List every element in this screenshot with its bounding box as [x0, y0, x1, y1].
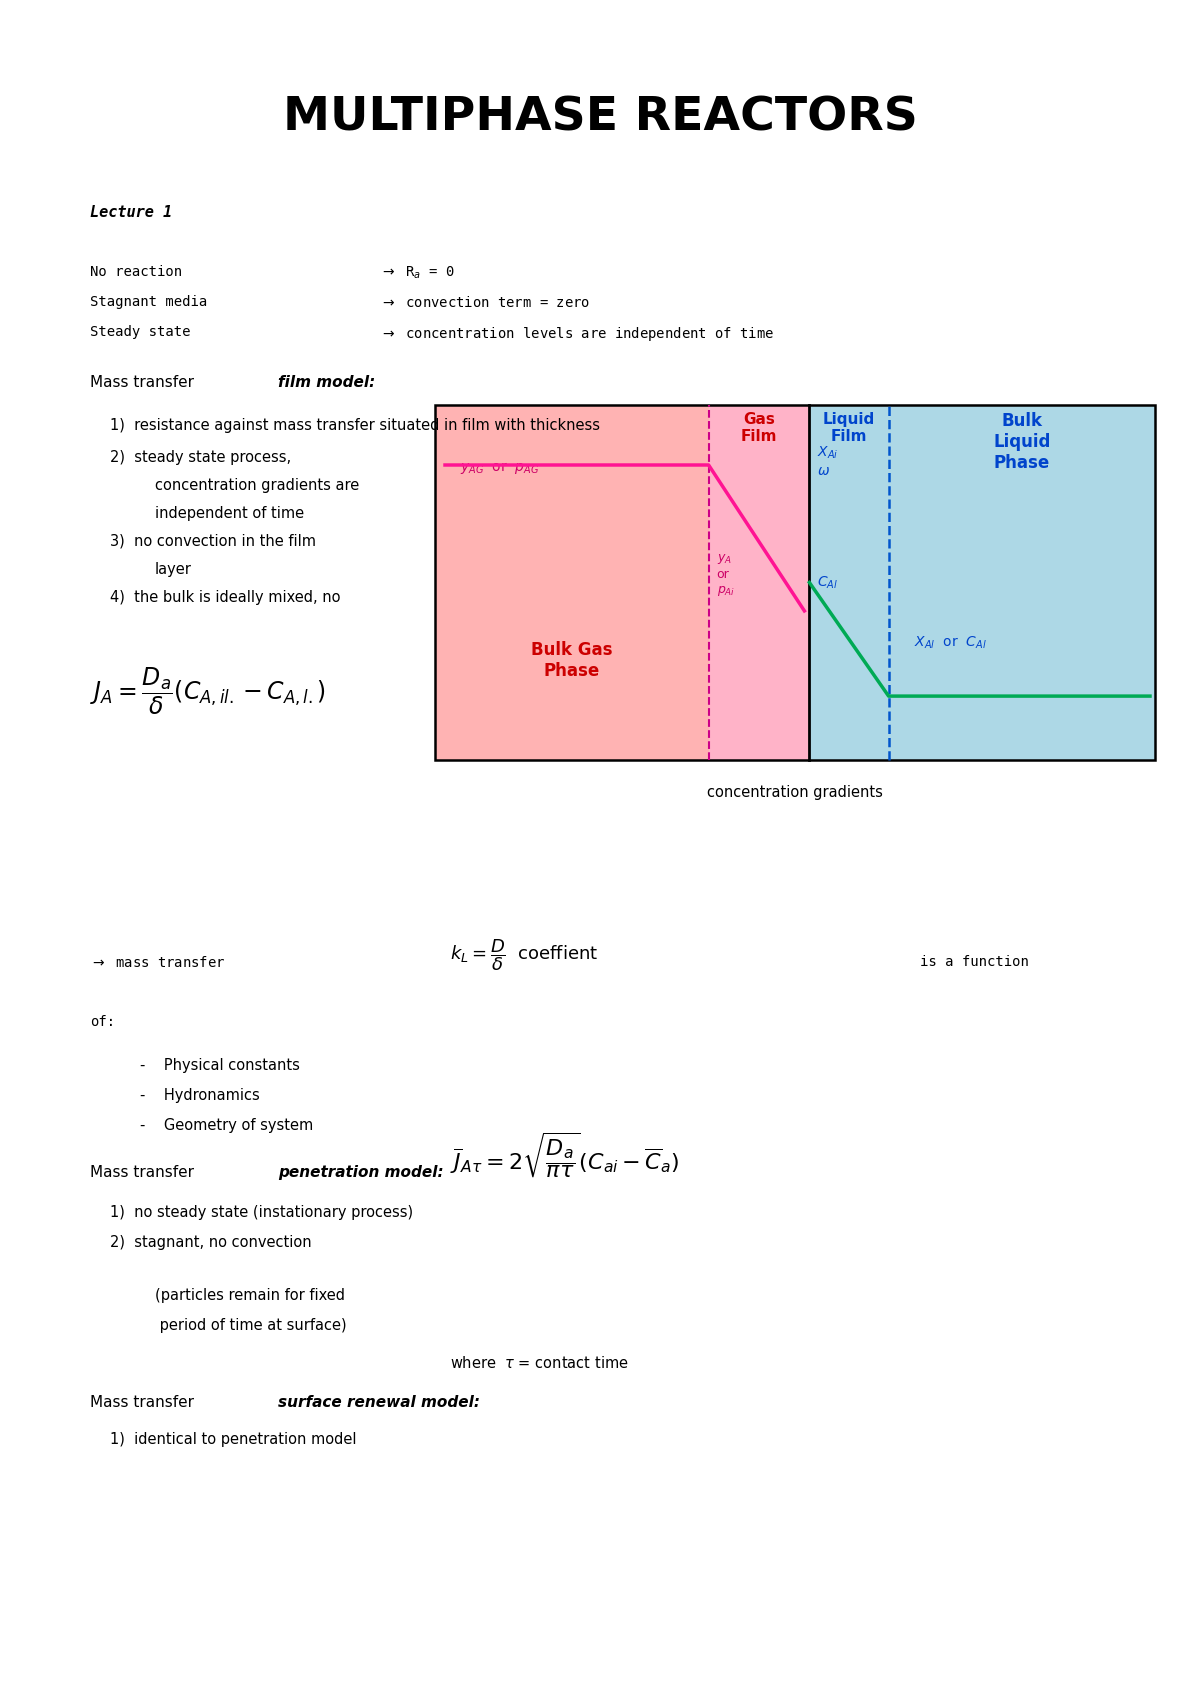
Text: Steady state: Steady state [90, 324, 191, 340]
Text: $y_A$
or
$p_{Ai}$: $y_A$ or $p_{Ai}$ [716, 552, 734, 598]
Text: Mass transfer: Mass transfer [90, 1396, 199, 1409]
Text: Stagnant media: Stagnant media [90, 295, 208, 309]
Text: Bulk
Liquid
Phase: Bulk Liquid Phase [994, 413, 1050, 472]
Text: -    Geometry of system: - Geometry of system [140, 1117, 313, 1133]
Text: where  $\tau$ = contact time: where $\tau$ = contact time [450, 1355, 629, 1370]
Text: layer: layer [155, 562, 192, 577]
Text: film model:: film model: [278, 375, 376, 391]
Text: 4)  the bulk is ideally mixed, no: 4) the bulk is ideally mixed, no [110, 589, 341, 604]
Text: 2)  stagnant, no convection: 2) stagnant, no convection [110, 1234, 312, 1250]
Bar [809, 406, 1154, 761]
Bar [434, 406, 708, 761]
Text: 1)  no steady state (instationary process): 1) no steady state (instationary process… [110, 1206, 413, 1219]
Text: Mass transfer: Mass transfer [90, 1165, 199, 1180]
Text: $J_A = \dfrac{D_a}{\delta}(C_{A,il.} - C_{A,l.})$: $J_A = \dfrac{D_a}{\delta}(C_{A,il.} - C… [90, 666, 326, 717]
Text: No reaction: No reaction [90, 265, 182, 278]
Text: Lecture 1: Lecture 1 [90, 205, 172, 221]
Text: $\rightarrow$ mass transfer: $\rightarrow$ mass transfer [90, 954, 226, 970]
Text: period of time at surface): period of time at surface) [155, 1318, 347, 1333]
Text: independent of time: independent of time [155, 506, 304, 521]
Bar [434, 406, 1154, 761]
Text: $k_L = \dfrac{D}{\delta}$  coeffient: $k_L = \dfrac{D}{\delta}$ coeffient [450, 937, 599, 973]
Bar [708, 406, 809, 761]
Text: $\rightarrow$ concentration levels are independent of time: $\rightarrow$ concentration levels are i… [380, 324, 774, 343]
Text: Bulk Gas
Phase: Bulk Gas Phase [532, 642, 612, 679]
Text: concentration gradients: concentration gradients [707, 784, 883, 800]
Text: of:: of: [90, 1015, 115, 1029]
Text: 1)  identical to penetration model: 1) identical to penetration model [110, 1431, 356, 1447]
Text: 3)  no convection in the film: 3) no convection in the film [110, 533, 316, 548]
Text: -    Physical constants: - Physical constants [140, 1058, 300, 1073]
Text: 1)  resistance against mass transfer situated in film with thickness: 1) resistance against mass transfer situ… [110, 418, 600, 433]
Text: Liquid
Film: Liquid Film [823, 413, 875, 445]
Text: $\rightarrow$ R$_a$ = 0: $\rightarrow$ R$_a$ = 0 [380, 265, 455, 282]
Text: $\rightarrow$ convection term = zero: $\rightarrow$ convection term = zero [380, 295, 590, 311]
Text: $X_{Ai}$
$\omega$: $X_{Ai}$ $\omega$ [817, 445, 839, 477]
Text: $\overline{J}_{A\tau} = 2\sqrt{\dfrac{D_a}{\pi\tau}}(C_{ai} - \overline{C}_a)$: $\overline{J}_{A\tau} = 2\sqrt{\dfrac{D_… [450, 1129, 679, 1180]
Text: Mass transfer: Mass transfer [90, 375, 199, 391]
Text: penetration model:: penetration model: [278, 1165, 444, 1180]
Text: MULTIPHASE REACTORS: MULTIPHASE REACTORS [282, 95, 918, 139]
Text: (particles remain for fixed: (particles remain for fixed [155, 1289, 346, 1302]
Text: $X_{Al}$  or  $C_{Al}$: $X_{Al}$ or $C_{Al}$ [913, 635, 986, 650]
Text: 2)  steady state process,: 2) steady state process, [110, 450, 292, 465]
Text: is a function: is a function [920, 954, 1028, 970]
Text: $y_{AG}$  or  $p_{AG}$: $y_{AG}$ or $p_{AG}$ [460, 460, 540, 475]
Text: $C_{Al}$: $C_{Al}$ [817, 574, 839, 591]
Text: -    Hydronamics: - Hydronamics [140, 1088, 259, 1104]
Text: Gas
Film: Gas Film [740, 413, 778, 445]
Text: concentration gradients are: concentration gradients are [155, 479, 359, 492]
Text: surface renewal model:: surface renewal model: [278, 1396, 480, 1409]
